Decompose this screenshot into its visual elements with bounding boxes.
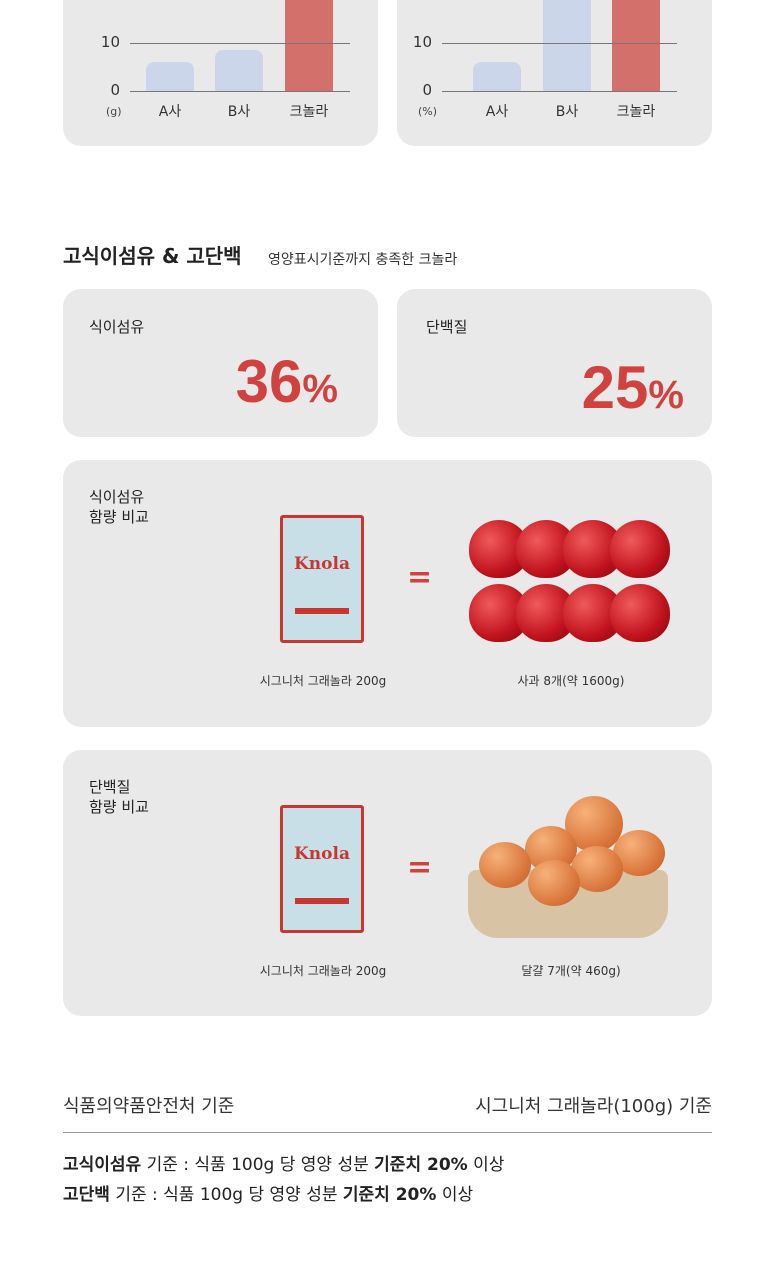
stat-number: 25 xyxy=(581,354,649,421)
unit-label: (g) xyxy=(106,105,122,118)
x-tick-label: A사 xyxy=(158,104,182,120)
granola-package-image: Knola xyxy=(280,515,364,643)
stat-unit: % xyxy=(648,373,684,417)
chart-card-percent: 0 10 20 A사 B사 크놀라 (%) xyxy=(397,0,712,146)
stat-value: 25% xyxy=(582,353,684,422)
product-logo: Knola xyxy=(294,554,350,574)
compare-caption: 달걀 7개(약 460g) xyxy=(521,964,621,978)
x-tick-label: 크놀라 xyxy=(289,104,329,120)
protein-comparison-card: 단백질 함량 비교 Knola = 시그니처 그래놀라 200g 달걀 7개(약 … xyxy=(63,750,712,1016)
bar-B사 xyxy=(215,50,263,91)
stat-number: 36 xyxy=(235,348,303,415)
stat-label: 단백질 xyxy=(426,318,468,336)
gridline xyxy=(442,43,677,44)
divider xyxy=(63,1132,712,1133)
fiber-criteria: 고식이섬유 기준 : 식품 100g 당 영양 성분 기준치 20% 이상 xyxy=(63,1155,505,1175)
stat-value: 36% xyxy=(236,347,338,416)
bar-A사 xyxy=(473,62,521,91)
stat-unit: % xyxy=(302,367,338,411)
y-tick-label: 10 xyxy=(412,33,432,51)
y-tick-label: 0 xyxy=(422,81,432,99)
bar-B사 xyxy=(543,0,591,91)
product-caption: 시그니처 그래놀라 200g xyxy=(259,964,387,978)
product-caption: 시그니처 그래놀라 200g xyxy=(259,674,387,688)
x-tick-label: A사 xyxy=(485,104,509,120)
equals-sign: = xyxy=(407,850,433,885)
y-tick-label: 20 xyxy=(402,0,432,3)
stat-card-fiber: 식이섬유 36% xyxy=(63,289,378,437)
bar-A사 xyxy=(146,62,194,91)
gridline xyxy=(442,91,677,92)
section-title: 고식이섬유 & 고단백 xyxy=(63,244,242,268)
compare-caption: 사과 8개(약 1600g) xyxy=(517,674,625,688)
equals-sign: = xyxy=(407,560,433,595)
fiber-comparison-card: 식이섬유 함량 비교 Knola = 시그니처 그래놀라 200g 사과 8개(약… xyxy=(63,460,712,727)
product-logo: Knola xyxy=(294,844,350,864)
gridline xyxy=(130,91,350,92)
stat-card-protein: 단백질 25% xyxy=(397,289,712,437)
granola-package-image: Knola xyxy=(280,805,364,933)
unit-label: (%) xyxy=(418,105,438,118)
y-tick-label: 0 xyxy=(110,81,120,99)
x-tick-label: B사 xyxy=(227,104,251,120)
protein-criteria: 고단백 기준 : 식품 100g 당 영양 성분 기준치 20% 이상 xyxy=(63,1185,474,1205)
y-tick-label: 10 xyxy=(100,33,120,51)
x-tick-label: 크놀라 xyxy=(616,104,656,120)
y-tick-label: 20 xyxy=(90,0,120,3)
bar-크놀라 xyxy=(612,0,660,91)
x-tick-label: B사 xyxy=(555,104,579,120)
chart-card-weight: 0 10 20 A사 B사 크놀라 (g) xyxy=(63,0,378,146)
comparison-title: 식이섬유 함량 비교 xyxy=(89,488,149,526)
gridline xyxy=(130,43,350,44)
bar-크놀라 xyxy=(285,0,333,91)
comparison-title: 단백질 함량 비교 xyxy=(89,778,149,816)
stat-label: 식이섬유 xyxy=(89,318,145,336)
footer-right-label: 시그니처 그래놀라(100g) 기준 xyxy=(475,1096,712,1117)
footer-left-label: 식품의약품안전처 기준 xyxy=(63,1096,235,1117)
section-subtitle: 영양표시기준까지 충족한 크놀라 xyxy=(268,252,458,268)
